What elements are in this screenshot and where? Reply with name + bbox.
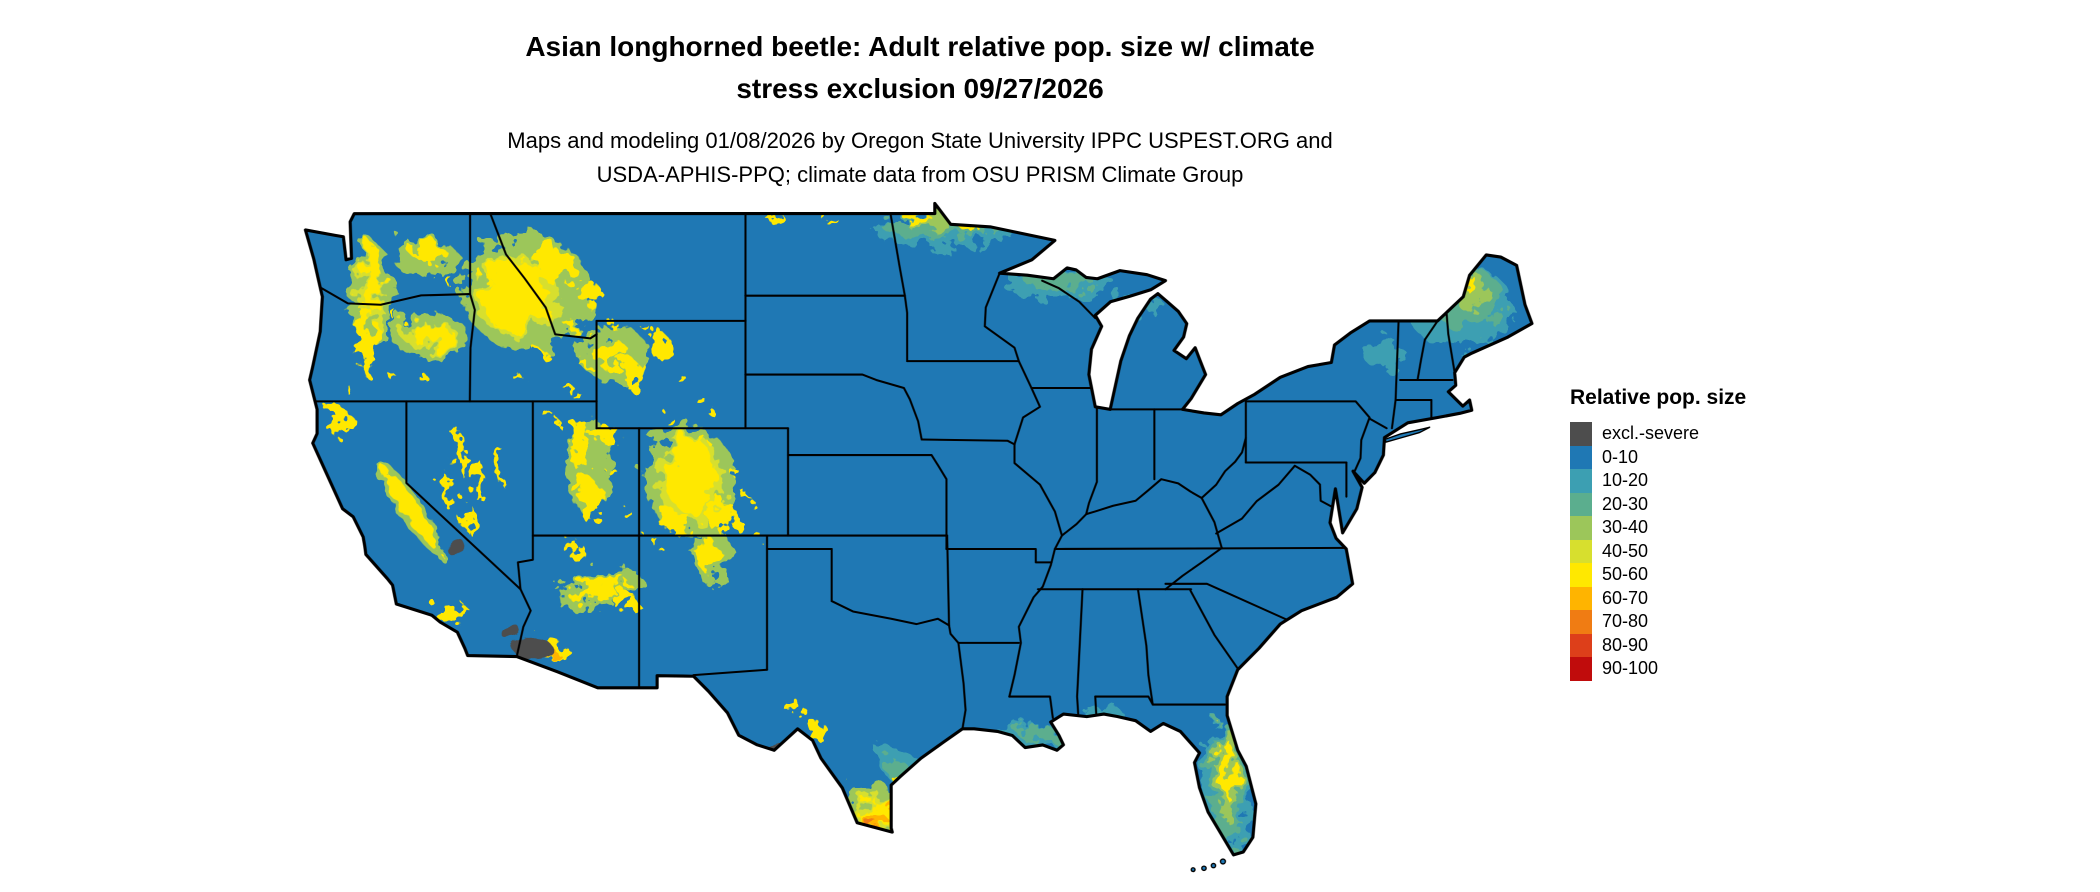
legend-entry: 70-80: [1570, 610, 1870, 634]
legend-swatch: [1570, 445, 1592, 469]
population-overlays: [325, 210, 1513, 855]
us-map: [300, 200, 1536, 886]
legend-label: 60-70: [1602, 587, 1649, 608]
legend-swatch: [1570, 516, 1592, 540]
legend-label: 50-60: [1602, 564, 1649, 584]
figure-subtitle-line2: USDA-APHIS-PPQ; climate data from OSU PR…: [596, 162, 1244, 187]
legend-entry: 50-60: [1570, 563, 1870, 587]
legend-label: 70-80: [1602, 611, 1649, 631]
legend-swatch: [1570, 586, 1592, 610]
legend-label: excl.-severe: [1602, 423, 1700, 443]
legend-swatch: [1570, 563, 1592, 587]
legend-swatch: [1570, 469, 1592, 493]
figure-title-line1: Asian longhorned beetle: Adult relative …: [525, 31, 1315, 62]
legend-swatch: [1570, 633, 1592, 657]
figure-header: Asian longhorned beetle: Adult relative …: [300, 26, 1540, 192]
legend-label: 10-20: [1602, 470, 1649, 490]
legend-entry: 40-50: [1570, 539, 1870, 563]
legend-swatch: [1570, 610, 1592, 634]
florida-keys: [1190, 858, 1227, 873]
legend-swatch: [1570, 492, 1592, 516]
legend: Relative pop. size excl.-severe 0-10 10-…: [1570, 386, 1870, 681]
long-island: [1383, 426, 1431, 443]
legend-swatch: [1570, 422, 1592, 446]
figure-title-line2: stress exclusion 09/27/2026: [736, 73, 1104, 104]
legend-entry: 20-30: [1570, 492, 1870, 516]
legend-entry: excl.-severe: [1570, 422, 1870, 446]
legend-swatch: [1570, 657, 1592, 681]
state-borders: [308, 212, 1456, 730]
legend-swatch: [1570, 539, 1592, 563]
legend-entry: 30-40: [1570, 516, 1870, 540]
us-map-svg: [303, 201, 1534, 873]
legend-label: 40-50: [1602, 540, 1649, 561]
legend-entry: 90-100: [1570, 657, 1870, 681]
legend-entry: 10-20: [1570, 469, 1870, 493]
legend-entry: 80-90: [1570, 633, 1870, 657]
figure-subtitle-line1: Maps and modeling 01/08/2026 by Oregon S…: [507, 128, 1333, 153]
legend-label: 90-100: [1602, 658, 1659, 678]
legend-title: Relative pop. size: [1570, 386, 1747, 409]
legend-label: 30-40: [1602, 517, 1649, 537]
legend-entry: 0-10: [1570, 445, 1870, 469]
legend-rows: excl.-severe 0-10 10-20 20-30 30-40 40-5…: [1570, 422, 1870, 681]
legend-label: 0-10: [1602, 446, 1639, 467]
legend-entry: 60-70: [1570, 586, 1870, 610]
legend-label: 80-90: [1602, 634, 1649, 655]
legend-label: 20-30: [1602, 493, 1649, 514]
